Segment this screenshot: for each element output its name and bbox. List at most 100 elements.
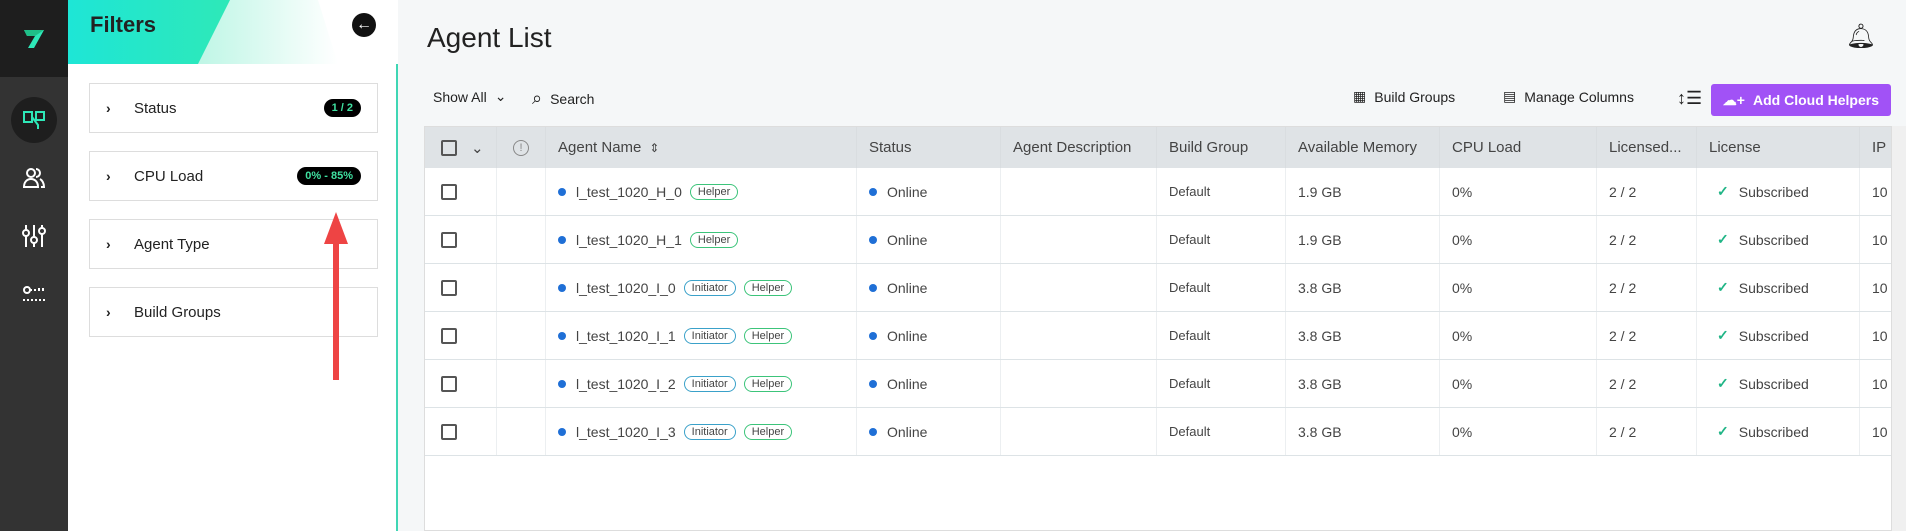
agent-type-tag: Initiator (683, 279, 736, 296)
check-icon: ✓ (1717, 279, 1729, 295)
ip-cell: 10 (1872, 327, 1888, 344)
info-cell (497, 408, 546, 455)
filter-build-groups[interactable]: › Build Groups (89, 287, 378, 337)
nav-agents[interactable] (11, 97, 57, 143)
status-text: Online (887, 279, 928, 296)
show-all-dropdown[interactable]: Show All ⌄ (433, 88, 506, 105)
info-cell (497, 168, 546, 215)
agent-name[interactable]: l_test_1020_I_0 (576, 279, 676, 296)
header-label: Agent Name (558, 139, 642, 156)
agent-name[interactable]: l_test_1020_I_2 (576, 375, 676, 392)
agent-name-cell[interactable]: l_test_1020_I_3 Initiator Helper (546, 408, 857, 455)
main-content: Agent List 🔔︎ Show All ⌄ ⌕ Search ▦ Build G… (400, 0, 1906, 531)
license-text: Subscribed (1738, 231, 1809, 248)
logo (0, 0, 68, 77)
license-cell: ✓ Subscribed (1697, 168, 1860, 215)
cpu-load-cell: 0% (1440, 264, 1597, 311)
table-row[interactable]: l_test_1020_I_0 Initiator Helper Online De… (425, 264, 1891, 312)
license-cell: ✓ Subscribed (1697, 360, 1860, 407)
table-row[interactable]: l_test_1020_I_2 Initiator Helper Online De… (425, 360, 1891, 408)
filter-label: CPU Load (134, 167, 204, 185)
memory-cell: 3.8 GB (1286, 312, 1440, 359)
description-cell (1001, 264, 1157, 311)
select-all-checkbox[interactable] (441, 139, 457, 156)
header-licensed[interactable]: Licensed... (1597, 127, 1697, 168)
check-icon: ✓ (1717, 375, 1729, 391)
check-icon: ✓ (1717, 231, 1729, 247)
select-all-cell[interactable]: ⌄ (425, 127, 497, 168)
agent-name-cell[interactable]: l_test_1020_H_1 Helper (546, 216, 857, 263)
header-status[interactable]: Status (857, 127, 1001, 168)
select-cell[interactable] (425, 216, 497, 263)
build-groups-label: Build Groups (1374, 88, 1456, 105)
agent-name[interactable]: l_test_1020_H_0 (576, 183, 682, 200)
header-ip[interactable]: IP (1872, 139, 1887, 156)
status-cell: Online (857, 360, 1001, 407)
online-dot-icon (869, 379, 877, 388)
row-checkbox[interactable] (441, 183, 457, 200)
vertical-scrollbar[interactable] (1892, 126, 1906, 531)
table-row[interactable]: l_test_1020_H_1 Helper Online Default 1.9… (425, 216, 1891, 264)
select-cell[interactable] (425, 360, 497, 407)
row-checkbox[interactable] (441, 327, 457, 344)
chevron-right-icon: › (106, 168, 111, 184)
description-cell (1001, 360, 1157, 407)
chevron-down-icon[interactable]: ⌄ (471, 139, 484, 157)
nav-settings[interactable] (11, 213, 57, 259)
bell-icon[interactable]: 🔔︎ (1845, 23, 1876, 50)
row-density-button[interactable]: ↕☰ (1677, 88, 1702, 109)
filter-label: Agent Type (134, 235, 210, 253)
table-row[interactable]: l_test_1020_I_3 Initiator Helper Online De… (425, 408, 1891, 456)
select-cell[interactable] (425, 264, 497, 311)
memory-cell: 1.9 GB (1286, 168, 1440, 215)
agent-name-cell[interactable]: l_test_1020_I_2 Initiator Helper (546, 360, 857, 407)
select-cell[interactable] (425, 312, 497, 359)
license-cell: ✓ Subscribed (1697, 264, 1860, 311)
row-checkbox[interactable] (441, 423, 457, 440)
nav-license[interactable] (11, 271, 57, 317)
info-header: ! (497, 127, 546, 168)
agent-name[interactable]: l_test_1020_H_1 (576, 231, 682, 248)
header-agent-name[interactable]: Agent Name ⇕ (546, 127, 857, 168)
manage-columns-button[interactable]: ▤ Manage Columns (1503, 88, 1634, 105)
info-cell (497, 360, 546, 407)
add-cloud-helpers-button[interactable]: ☁+ Add Cloud Helpers (1710, 84, 1891, 116)
header-available-memory[interactable]: Available Memory (1286, 127, 1440, 168)
row-checkbox[interactable] (441, 375, 457, 392)
info-icon: ! (513, 139, 529, 156)
row-checkbox[interactable] (441, 279, 457, 296)
filter-status[interactable]: › Status 1 / 2 (89, 83, 378, 133)
select-cell[interactable] (425, 168, 497, 215)
header-bg (68, 0, 398, 64)
agent-name-cell[interactable]: l_test_1020_H_0 Helper (546, 168, 857, 215)
agent-name-cell[interactable]: l_test_1020_I_1 Initiator Helper (546, 312, 857, 359)
header-cpu-load[interactable]: CPU Load (1440, 127, 1597, 168)
agent-type-tag: Helper (743, 327, 793, 344)
row-checkbox[interactable] (441, 231, 457, 248)
search-button[interactable]: ⌕ Search (532, 88, 594, 109)
select-cell[interactable] (425, 408, 497, 455)
agent-name-cell[interactable]: l_test_1020_I_0 Initiator Helper (546, 264, 857, 311)
memory-cell: 1.9 GB (1286, 216, 1440, 263)
online-dot-icon (558, 283, 566, 292)
nav-users[interactable] (11, 155, 57, 201)
status-text: Online (887, 327, 928, 344)
sort-icon[interactable]: ⇕ (649, 140, 660, 155)
agent-name[interactable]: l_test_1020_I_3 (576, 423, 676, 440)
agent-name[interactable]: l_test_1020_I_1 (576, 327, 676, 344)
ip-cell: 10 (1872, 279, 1888, 296)
filter-cpu-load[interactable]: › CPU Load 0% - 85% (89, 151, 378, 201)
header-agent-description[interactable]: Agent Description (1001, 127, 1157, 168)
header-build-group[interactable]: Build Group (1157, 127, 1286, 168)
ip-cell: 10 (1872, 183, 1888, 200)
status-cell: Online (857, 264, 1001, 311)
licensed-cell: 2 / 2 (1597, 408, 1697, 455)
build-groups-button[interactable]: ▦ Build Groups (1353, 88, 1455, 105)
table-row[interactable]: l_test_1020_I_1 Initiator Helper Online De… (425, 312, 1891, 360)
header-license[interactable]: License (1697, 127, 1860, 168)
collapse-filters-button[interactable]: ← (352, 13, 376, 37)
memory-cell: 3.8 GB (1286, 408, 1440, 455)
line-height-icon: ↕☰ (1677, 88, 1703, 108)
build-group-cell: Default (1157, 264, 1286, 311)
table-row[interactable]: l_test_1020_H_0 Helper Online Default 1.9… (425, 168, 1891, 216)
